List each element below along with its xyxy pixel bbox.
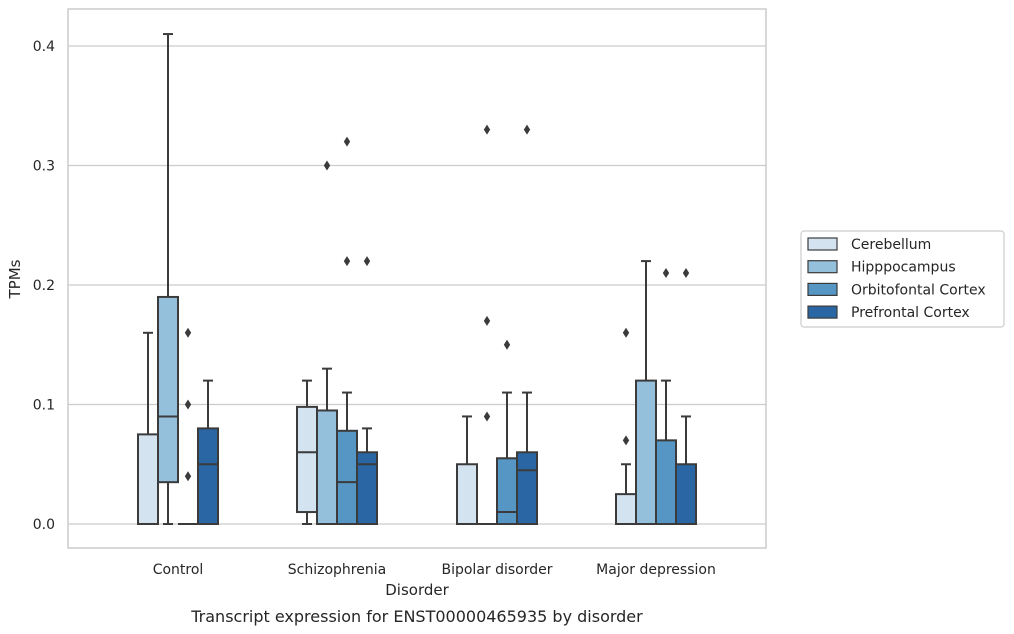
legend: Cerebellum Hipppocampus Orbitofontal Corte… xyxy=(800,230,1005,328)
box-cerebellum-2 xyxy=(456,415,478,525)
box xyxy=(635,379,657,525)
box xyxy=(615,493,637,525)
outlier-point xyxy=(483,315,491,326)
outlier-point xyxy=(363,256,371,267)
outlier-point xyxy=(184,399,192,410)
outlier-point xyxy=(503,339,511,350)
plot-frame xyxy=(67,8,767,549)
box-prefrontal-cortex-0 xyxy=(197,379,219,525)
box-cerebellum-1 xyxy=(296,379,318,525)
box-orbitofontal-cortex-2 xyxy=(496,339,518,525)
y-tick-label: 0.3 xyxy=(33,159,55,175)
y-tick-label: 0.1 xyxy=(33,398,55,414)
x-tick-label: Major depression xyxy=(596,562,716,578)
box xyxy=(157,295,179,484)
outlier-point xyxy=(622,327,630,338)
box xyxy=(316,409,338,526)
box-cerebellum-3 xyxy=(615,327,637,525)
x-axis-title: Disorder xyxy=(385,581,449,599)
x-tick-label: Bipolar disorder xyxy=(441,562,552,578)
legend-swatch xyxy=(807,282,838,296)
legend-label: Orbitofontal Cortex xyxy=(851,282,986,298)
outlier-point xyxy=(343,136,351,147)
box xyxy=(456,463,478,525)
outlier-point xyxy=(483,411,491,422)
y-tick-label: 0.4 xyxy=(33,39,55,55)
x-tick-label: Control xyxy=(153,562,204,578)
box-hipppocampus-2 xyxy=(477,124,497,525)
box-prefrontal-cortex-2 xyxy=(516,124,538,525)
box-hipppocampus-0 xyxy=(157,33,179,525)
box-orbitofontal-cortex-1 xyxy=(336,136,358,526)
outlier-point xyxy=(323,160,331,171)
box xyxy=(675,463,697,525)
box-prefrontal-cortex-1 xyxy=(356,256,378,525)
outlier-point xyxy=(523,124,531,135)
legend-swatch xyxy=(807,305,838,319)
y-axis-title: TPMs xyxy=(6,259,24,299)
box-hipppocampus-1 xyxy=(316,160,338,526)
legend-label: Hipppocampus xyxy=(851,260,956,276)
box-orbitofontal-cortex-3 xyxy=(655,268,677,526)
outlier-point xyxy=(622,435,630,446)
outlier-point xyxy=(662,268,670,279)
y-tick-label: 0.2 xyxy=(33,278,55,294)
box xyxy=(137,433,159,525)
chart-caption: Transcript expression for ENST0000046593… xyxy=(190,607,643,626)
box-cerebellum-0 xyxy=(137,331,159,525)
legend-label: Cerebellum xyxy=(851,237,931,253)
outlier-point xyxy=(184,471,192,482)
legend-label: Prefrontal Cortex xyxy=(851,305,970,321)
outlier-point xyxy=(483,124,491,135)
box-orbitofontal-cortex-0 xyxy=(178,327,198,525)
legend-frame xyxy=(800,230,1005,328)
box-plot-area xyxy=(137,33,697,526)
y-axis-ticks: 0.0 0.1 0.2 0.3 0.4 xyxy=(33,39,55,533)
outlier-point xyxy=(343,256,351,267)
outlier-point xyxy=(184,327,192,338)
legend-swatch xyxy=(807,260,838,274)
box-prefrontal-cortex-3 xyxy=(675,268,697,525)
box-hipppocampus-3 xyxy=(635,260,657,525)
x-axis-ticks: Control Schizophrenia Bipolar disorder Majo… xyxy=(153,562,716,578)
box xyxy=(496,457,518,525)
box xyxy=(197,427,219,525)
box xyxy=(356,451,378,525)
box xyxy=(296,405,318,514)
y-tick-label: 0.0 xyxy=(33,517,55,533)
box xyxy=(655,439,677,526)
outlier-point xyxy=(682,268,690,279)
box xyxy=(336,429,358,526)
x-tick-label: Schizophrenia xyxy=(288,562,386,578)
box xyxy=(516,451,538,525)
legend-swatch xyxy=(807,237,838,251)
